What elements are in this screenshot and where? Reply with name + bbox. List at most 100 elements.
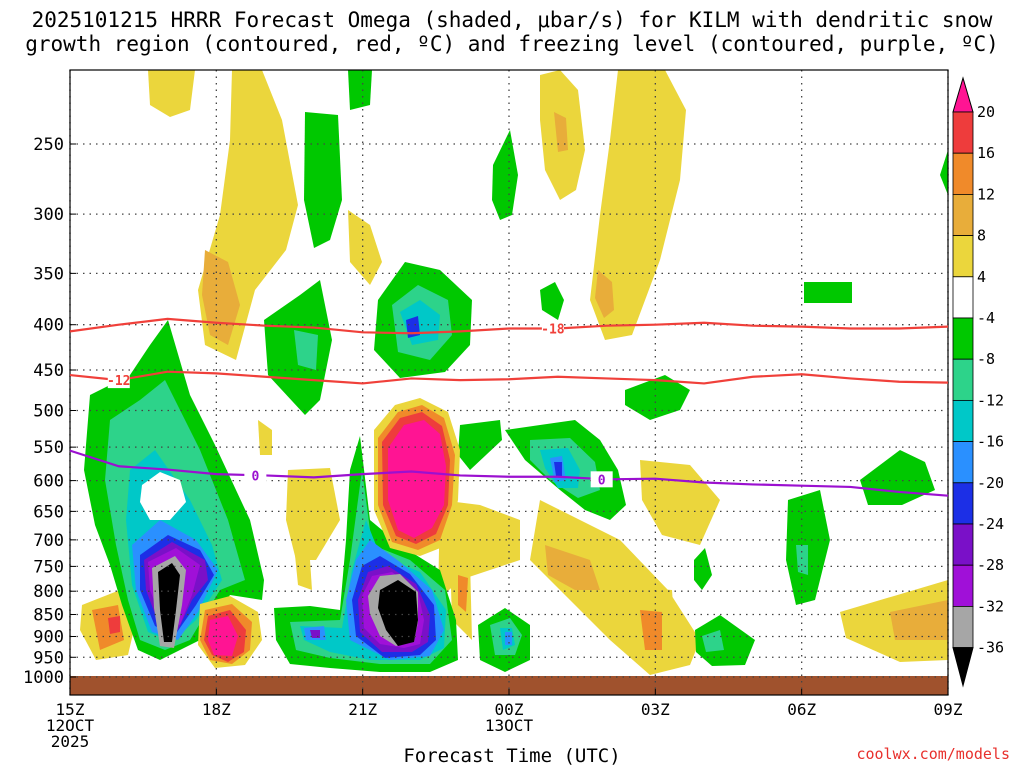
colorbar-segment: [952, 482, 974, 525]
contour-label-bg: [244, 467, 267, 484]
x-tick-label: 13OCT: [485, 716, 534, 735]
x-tick-label: 12OCT: [46, 716, 95, 735]
colorbar-label: -28: [977, 556, 1004, 574]
y-tick-label: 550: [33, 438, 64, 458]
omega-region: [796, 545, 808, 575]
y-tick-label: 500: [33, 402, 64, 422]
colorbar-label: -16: [977, 433, 1004, 451]
contour-label: -18: [541, 323, 565, 338]
omega-region: [940, 150, 948, 195]
omega-region: [208, 616, 238, 656]
y-axis-pressure: 2503003504004505005506006507007508008509…: [23, 135, 76, 688]
omega-region: [604, 585, 676, 668]
colorbar-label: 4: [977, 268, 986, 286]
y-tick-label: 800: [33, 582, 64, 602]
omega-region: [702, 630, 724, 652]
x-tick-label: 03Z: [641, 700, 670, 719]
y-tick-label: 300: [33, 205, 64, 225]
contour-line: [69, 370, 949, 385]
omega-region: [860, 450, 935, 505]
site-credit: coolwx.com/models: [856, 745, 1010, 763]
colorbar-segment: [952, 358, 974, 401]
x-tick-label: 15Z: [56, 700, 85, 719]
omega-region: [140, 472, 186, 520]
x-tick-label: 09Z: [934, 700, 963, 719]
y-tick-label: 750: [33, 557, 64, 577]
surface-terrain-band: [70, 676, 948, 695]
y-tick-label: 600: [33, 472, 64, 492]
x-tick-label: 06Z: [787, 700, 816, 719]
colorbar-segment: [952, 317, 974, 360]
colorbar-label: -4: [977, 309, 995, 327]
y-tick-label: 900: [33, 627, 64, 647]
colorbar-segment: [952, 235, 974, 278]
colorbar-segment: [952, 276, 974, 319]
colorbar-label: -32: [977, 597, 1004, 615]
colorbar-label: 20: [977, 103, 995, 121]
omega-region: [202, 250, 240, 345]
colorbar-segment: [952, 152, 974, 195]
x-axis-label: Forecast Time (UTC): [403, 745, 621, 767]
omega-region: [554, 112, 568, 152]
y-tick-label: 400: [33, 316, 64, 336]
omega-region: [545, 545, 600, 590]
contour-label-bg: [107, 372, 130, 389]
contour-line: [69, 317, 949, 335]
omega-region: [695, 615, 755, 666]
colorbar-top-arrow: [952, 76, 974, 113]
omega-region: [804, 282, 852, 303]
y-tick-label: 650: [33, 502, 64, 522]
omega-region: [458, 420, 502, 470]
omega-region: [158, 563, 180, 642]
omega-region: [590, 70, 686, 340]
omega-region: [554, 462, 562, 476]
colorbar-segment: [952, 111, 974, 154]
omega-region: [492, 130, 518, 220]
x-tick-label: 00Z: [495, 700, 524, 719]
colorbar-label: 8: [977, 227, 986, 245]
omega-region: [258, 420, 272, 455]
colorbar-label: -20: [977, 474, 1004, 492]
omega-region: [348, 210, 382, 285]
y-tick-label: 450: [33, 361, 64, 381]
temperature-contours: -12 -18 0 0: [69, 317, 949, 497]
colorbar-label: 16: [977, 144, 995, 162]
y-tick-label: 950: [33, 648, 64, 668]
y-tick-label: 250: [33, 135, 64, 155]
omega-shading-layer: [80, 70, 948, 675]
omega-region: [108, 616, 120, 634]
colorbar-label: -12: [977, 391, 1004, 409]
chart-title-line-1: 2025101215 HRRR Forecast Omega (shaded, …: [31, 8, 993, 32]
y-tick-label: 1000: [23, 668, 64, 688]
y-tick-label: 850: [33, 606, 64, 626]
colorbar-segment: [952, 523, 974, 566]
contour-label-bg: [590, 471, 613, 488]
omega-region: [388, 420, 446, 538]
omega-region: [625, 375, 690, 420]
contour-label: 0: [598, 473, 606, 488]
omega-region: [694, 548, 712, 590]
colorbar-label: 12: [977, 185, 995, 203]
omega-region: [92, 605, 124, 650]
omega-region: [148, 70, 195, 117]
contour-label: 0: [251, 469, 259, 484]
contour-label: -12: [107, 374, 130, 389]
omega-colorbar: 20 16 12 8 4 -4 -8 -12 -16 -20 -24 -28 -32 -36: [952, 76, 1004, 688]
omega-region: [378, 580, 418, 646]
omega-region: [348, 70, 372, 110]
omega-region: [540, 282, 564, 320]
colorbar-segment: [952, 564, 974, 607]
omega-region: [294, 330, 318, 370]
contour-label-bg: [541, 320, 564, 337]
omega-region: [286, 468, 340, 560]
y-tick-label: 350: [33, 264, 64, 284]
omega-region: [640, 460, 720, 545]
x-tick-label: 21Z: [348, 700, 377, 719]
contour-line: [69, 449, 949, 497]
x-tick-label: 2025: [51, 732, 90, 751]
colorbar-label: -8: [977, 350, 995, 368]
colorbar-segment: [952, 193, 974, 236]
y-tick-label: 700: [33, 531, 64, 551]
